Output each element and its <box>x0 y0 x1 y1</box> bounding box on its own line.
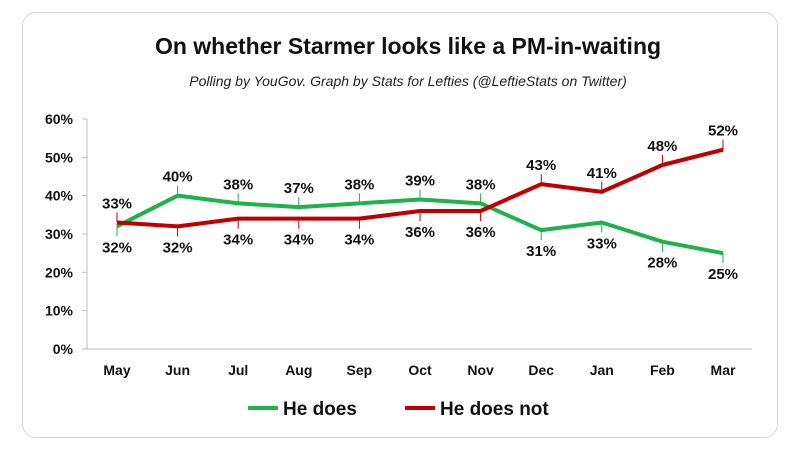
chart-title: On whether Starmer looks like a PM-in-wa… <box>155 33 661 59</box>
y-tick-label: 10% <box>45 303 74 319</box>
data-label: 28% <box>647 255 677 272</box>
y-tick-label: 50% <box>45 149 74 165</box>
data-label: 41% <box>587 165 617 182</box>
data-label: 34% <box>344 232 374 249</box>
y-tick-label: 40% <box>45 188 74 204</box>
data-label: 34% <box>223 232 253 249</box>
x-tick-label: Oct <box>408 362 432 378</box>
data-label: 43% <box>526 157 556 174</box>
data-label: 39% <box>405 173 435 190</box>
data-label: 38% <box>344 176 374 193</box>
x-tick-label: Mar <box>711 362 736 378</box>
data-label: 31% <box>526 243 556 260</box>
data-label: 48% <box>647 138 677 155</box>
x-tick-label: Feb <box>650 362 675 378</box>
y-tick-label: 20% <box>45 264 74 280</box>
chart-subtitle: Polling by YouGov. Graph by Stats for Le… <box>189 73 627 89</box>
x-tick-label: Jan <box>590 362 614 378</box>
x-tick-label: Sep <box>347 362 373 378</box>
x-tick-label: May <box>103 362 130 378</box>
data-label: 40% <box>163 169 193 186</box>
x-tick-label: Jul <box>228 362 248 378</box>
data-label: 33% <box>102 196 132 213</box>
data-label: 36% <box>466 224 496 241</box>
data-label: 32% <box>163 239 193 256</box>
data-label: 38% <box>466 176 496 193</box>
data-label: 37% <box>284 180 314 197</box>
legend-label: He does <box>283 399 357 420</box>
data-label: 33% <box>587 236 617 253</box>
x-tick-label: Aug <box>285 362 312 378</box>
y-tick-label: 60% <box>45 111 74 127</box>
y-tick-label: 30% <box>45 226 74 242</box>
legend-label: He does not <box>440 399 549 420</box>
tweet-image-card <box>22 12 778 438</box>
data-label: 25% <box>708 266 738 283</box>
data-label: 36% <box>405 224 435 241</box>
x-tick-label: Nov <box>467 362 494 378</box>
y-tick-label: 0% <box>53 341 74 357</box>
data-label: 38% <box>223 176 253 193</box>
data-label: 52% <box>708 123 738 140</box>
data-label: 32% <box>102 239 132 256</box>
x-tick-label: Dec <box>528 362 554 378</box>
data-label: 34% <box>284 232 314 249</box>
x-tick-label: Jun <box>165 362 190 378</box>
